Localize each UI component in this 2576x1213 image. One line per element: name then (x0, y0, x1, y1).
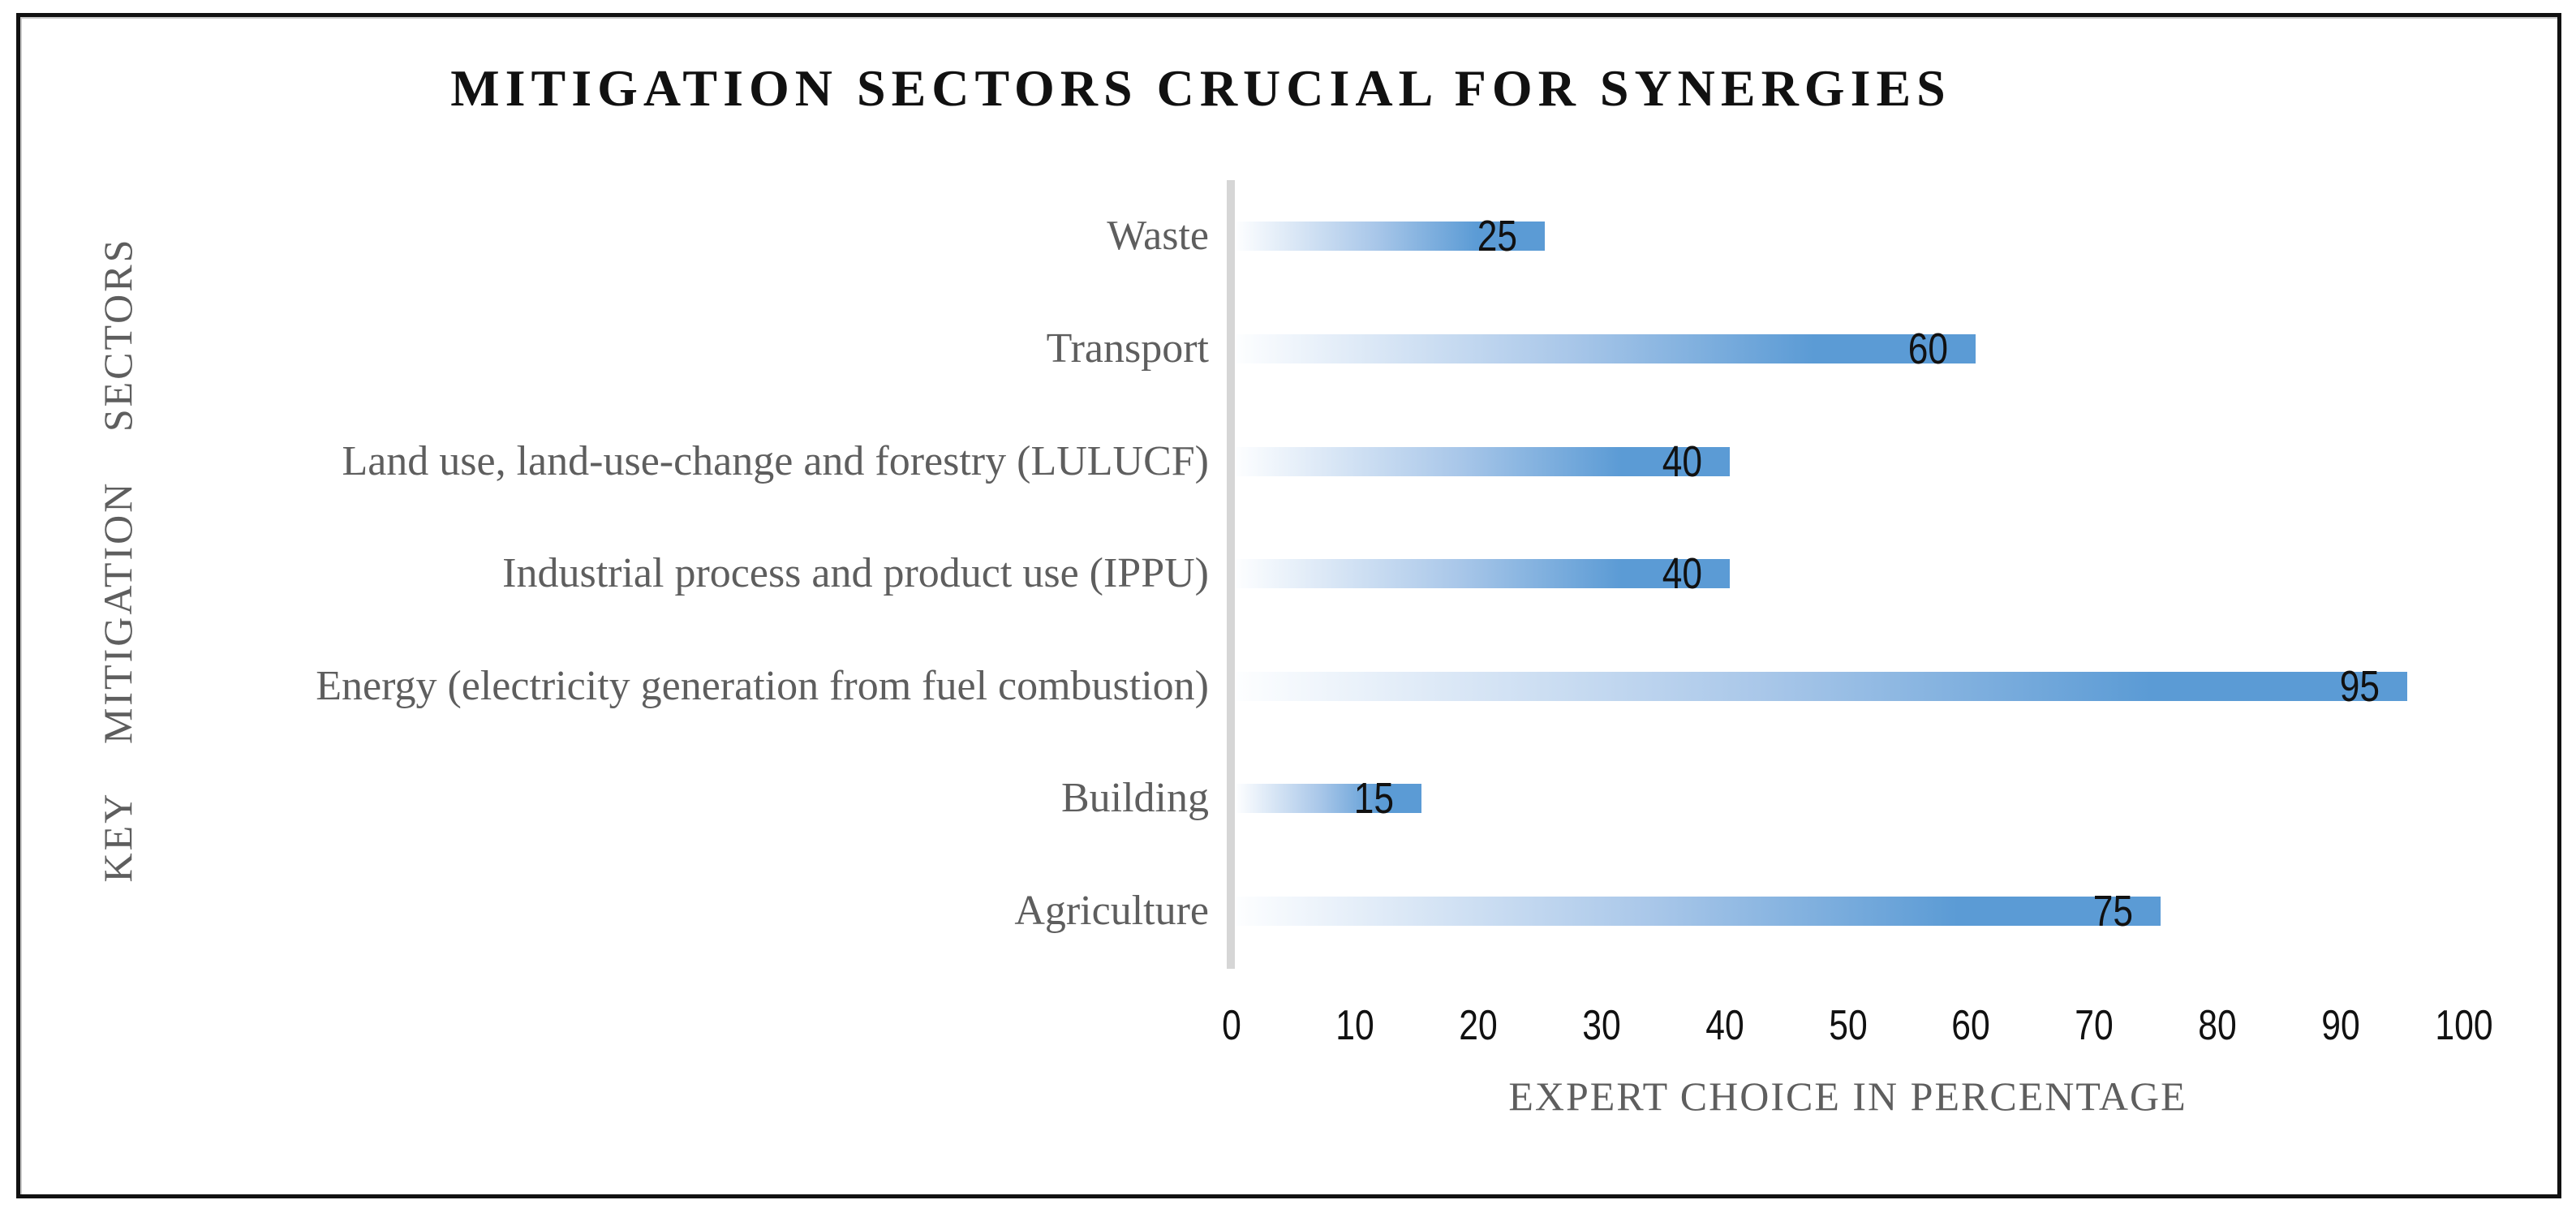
x-tick-label: 20 (1459, 1002, 1498, 1049)
bar-transport (1236, 333, 1976, 363)
bar-land-use-land-use-change (1236, 446, 1730, 476)
x-tick-label: 80 (2198, 1002, 2237, 1049)
category-label: Land use, land-use-change and forestry (… (342, 437, 1209, 484)
category-label: Agriculture (1014, 887, 1209, 934)
bar-value-label: 60 (1908, 324, 1949, 373)
x-axis-title: EXPERT CHOICE IN PERCENTAGE (1508, 1073, 2187, 1119)
category-label: Building (1060, 775, 1209, 822)
x-tick-label: 70 (2075, 1002, 2114, 1049)
category-label: Energy (electricity generation from fuel… (316, 662, 1209, 709)
x-tick-label: 60 (1951, 1002, 1991, 1049)
bar-industrial-process-and-p (1236, 559, 1730, 589)
x-tick-label: 30 (1581, 1002, 1621, 1049)
bar-value-label: 75 (2092, 886, 2134, 936)
chart-title: MITIGATION SECTORS CRUCIAL FOR SYNERGIES (450, 59, 1951, 117)
bar-waste (1236, 222, 1545, 252)
bar-value-label: 40 (1662, 437, 1702, 486)
bar-agriculture (1236, 896, 2161, 926)
x-tick-label: 0 (1222, 1002, 1241, 1049)
x-tick-label: 50 (1828, 1002, 1868, 1049)
bar-value-label: 25 (1477, 212, 1517, 261)
bar-energy-electricity-gener (1236, 671, 2408, 701)
chart-frame (16, 13, 2561, 1198)
bar-building (1236, 784, 1421, 814)
category-label: Transport (1046, 325, 1209, 372)
x-tick-label: 10 (1335, 1002, 1374, 1049)
x-tick-label: 90 (2321, 1002, 2360, 1049)
x-tick-label: 100 (2435, 1002, 2493, 1049)
bar-value-label: 15 (1353, 774, 1394, 824)
bar-value-label: 40 (1662, 549, 1702, 599)
category-label: Industrial process and product use (IPPU… (502, 550, 1209, 597)
bar-value-label: 95 (2339, 661, 2380, 711)
category-label: Waste (1107, 213, 1209, 260)
x-tick-label: 40 (1705, 1002, 1744, 1049)
y-axis-line (1227, 180, 1235, 969)
